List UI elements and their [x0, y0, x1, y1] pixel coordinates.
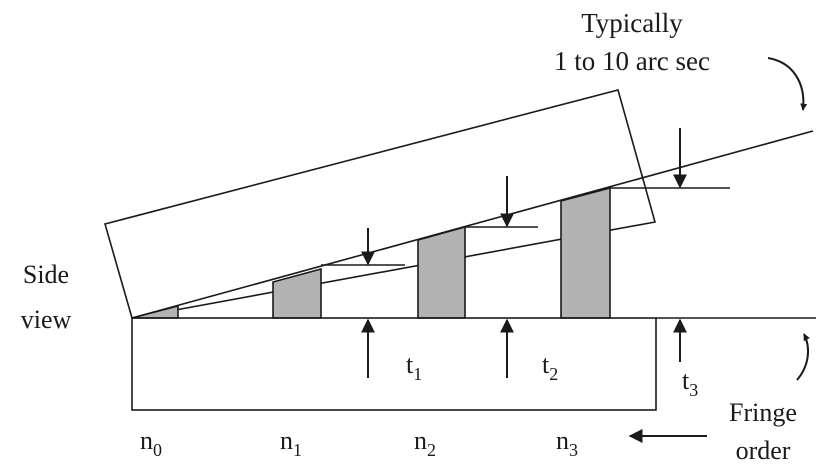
- fringe-label-line2: order: [736, 436, 791, 465]
- order-label-n2: n2: [414, 426, 436, 460]
- tilted-optical-flat: [104, 89, 657, 319]
- fringe-band-2: [417, 225, 466, 319]
- step-label-t3: t3: [682, 366, 698, 400]
- order-label-n1: n1: [280, 426, 302, 460]
- angle-label-line1: Typically: [581, 8, 683, 38]
- step-label-t1: t1: [406, 350, 422, 384]
- order-label-n3: n3: [556, 426, 578, 460]
- angle-label-line2: 1 to 10 arc sec: [554, 46, 710, 76]
- fringe-band-3: [560, 186, 611, 319]
- fringe-band-1: [272, 267, 322, 319]
- side-label-line1: Side: [23, 260, 69, 289]
- side-label-line2: view: [21, 305, 72, 334]
- base-block: [131, 317, 657, 411]
- reference-curved-arrow: [796, 333, 810, 381]
- tilted-reference-line: [131, 130, 814, 319]
- angle-curved-arrow: [767, 57, 808, 111]
- order-label-n0: n0: [140, 426, 162, 460]
- step-label-t2: t2: [542, 350, 558, 384]
- fringe-band-0: [131, 304, 179, 319]
- fringe-label-line1: Fringe: [729, 398, 797, 427]
